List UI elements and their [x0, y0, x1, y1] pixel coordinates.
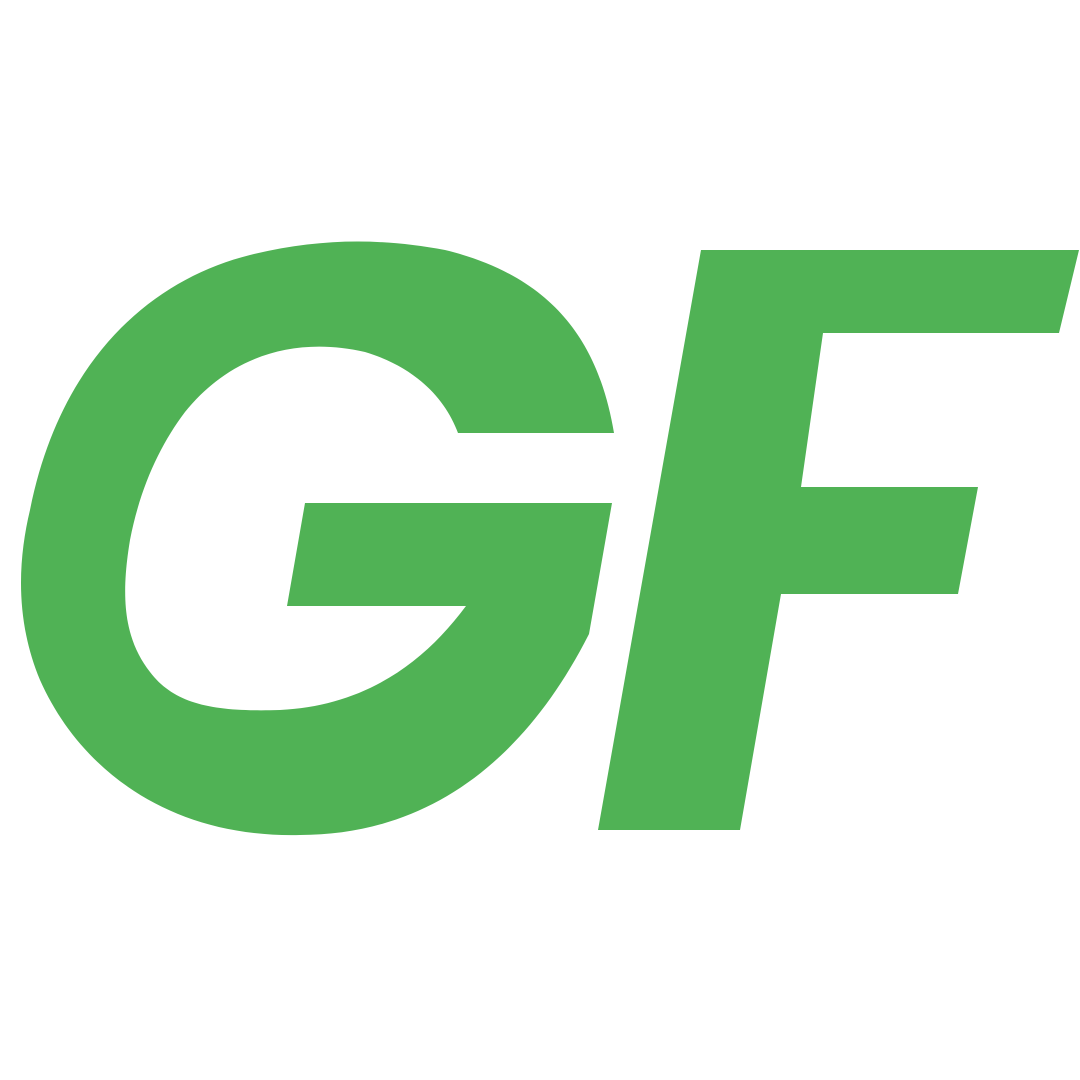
logo-letter-f [598, 250, 1079, 830]
logo-letter-g [20, 241, 614, 836]
